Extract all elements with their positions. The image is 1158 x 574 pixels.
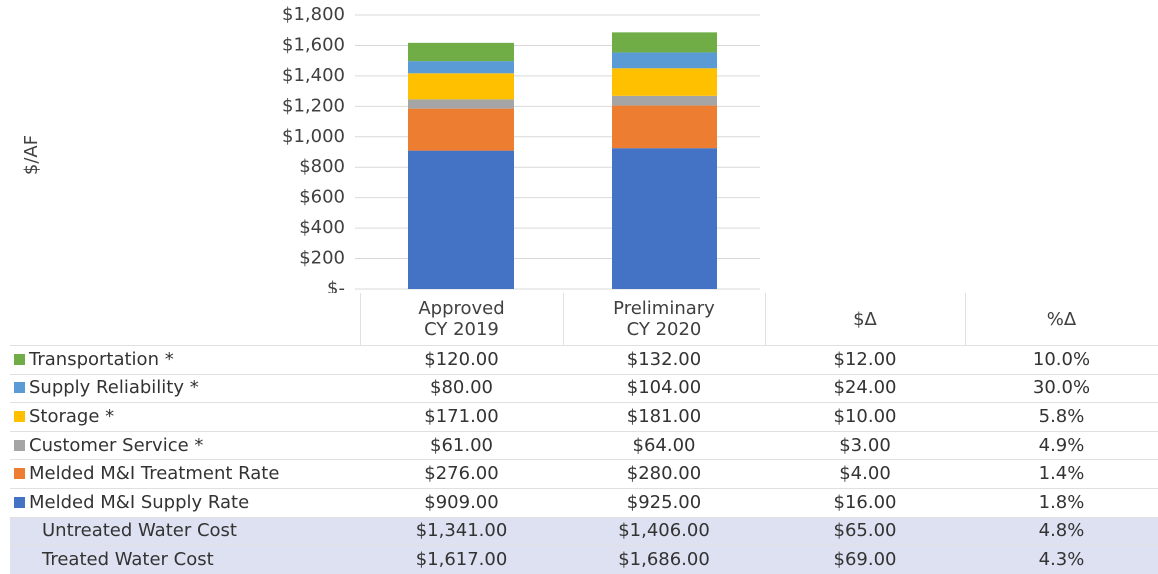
column-divider xyxy=(965,293,966,345)
row-label: Treated Water Cost xyxy=(10,545,360,574)
total-row-background xyxy=(10,516,1158,546)
y-tick-label: $1,000 xyxy=(282,126,345,147)
row-label: Melded M&I Supply Rate xyxy=(10,488,360,517)
legend-swatch xyxy=(14,410,25,422)
row-label-text: Supply Reliability * xyxy=(29,377,199,399)
value-cell: $925.00 xyxy=(626,491,702,513)
change-cell: $10.00 xyxy=(833,405,897,427)
row-divider xyxy=(10,545,1158,547)
value-cell: $1,617.00 xyxy=(415,548,508,570)
row-divider xyxy=(10,459,1158,461)
change-cell: $69.00 xyxy=(833,548,897,570)
column-divider xyxy=(563,293,564,345)
bar-segment xyxy=(408,42,514,62)
change-cell: $24.00 xyxy=(833,377,897,399)
bar-segment xyxy=(408,108,514,151)
bar-segment xyxy=(612,95,717,106)
y-tick-label: $1,800 xyxy=(282,4,345,25)
chart: $/AF $- $200 $400 $600 $800 $1,000 $1,200 $1,40… xyxy=(21,4,760,293)
legend-swatch xyxy=(14,382,25,394)
row-label-text: Transportation * xyxy=(29,348,174,370)
bar-segment xyxy=(612,32,717,53)
row-divider xyxy=(10,402,1158,404)
legend-swatch xyxy=(14,353,25,365)
value-cell: $80.00 xyxy=(430,377,493,399)
y-tick-label: $1,400 xyxy=(282,65,345,86)
bar-segment xyxy=(612,52,717,69)
value-cell: $276.00 xyxy=(424,463,499,485)
y-axis-label: $/AF xyxy=(21,135,42,175)
change-cell: $3.00 xyxy=(839,434,891,456)
bar-segment xyxy=(408,99,514,109)
value-cell: $132.00 xyxy=(626,348,702,370)
change-pct-cell: 30.0% xyxy=(1032,377,1091,399)
column-header: Approved CY 2019 xyxy=(418,298,505,340)
change-pct-cell: 1.4% xyxy=(1038,463,1085,485)
value-cell: $120.00 xyxy=(424,348,499,370)
change-cell: $65.00 xyxy=(833,520,897,542)
row-label-text: Untreated Water Cost xyxy=(42,520,237,542)
change-pct-cell: 5.8% xyxy=(1038,405,1085,427)
row-divider xyxy=(10,345,1158,346)
row-label: Untreated Water Cost xyxy=(10,517,360,546)
row-label: Storage * xyxy=(10,402,360,431)
value-cell: $909.00 xyxy=(424,491,499,513)
value-cell: $171.00 xyxy=(424,405,499,427)
row-divider xyxy=(10,488,1158,489)
row-label-text: Melded M&I Supply Rate xyxy=(29,491,250,513)
row-label: Transportation * xyxy=(10,345,360,374)
row-divider xyxy=(10,373,1158,375)
value-cell: $1,341.00 xyxy=(415,520,508,542)
y-tick-label: $1,200 xyxy=(282,95,345,116)
column-divider xyxy=(765,293,766,345)
column-header: Preliminary CY 2020 xyxy=(613,298,715,340)
change-cell: $12.00 xyxy=(833,348,897,370)
row-label-text: Melded M&I Treatment Rate xyxy=(29,463,280,485)
row-divider xyxy=(10,430,1158,432)
bar-segment xyxy=(408,150,514,289)
change-pct-cell: 10.0% xyxy=(1032,348,1091,370)
y-tick-label: $200 xyxy=(299,248,345,269)
bar-segment xyxy=(408,61,514,74)
y-tick-label: $- xyxy=(327,278,345,293)
row-label-text: Storage * xyxy=(29,405,115,427)
bar-segment xyxy=(612,68,717,96)
value-cell: $1,686.00 xyxy=(618,548,710,570)
legend-swatch xyxy=(14,468,25,480)
row-label: Melded M&I Treatment Rate xyxy=(10,459,360,488)
value-cell: $64.00 xyxy=(632,434,696,456)
row-label-text: Customer Service * xyxy=(29,434,204,456)
value-cell: $104.00 xyxy=(626,377,702,399)
bar-segment xyxy=(612,105,717,149)
row-label: Customer Service * xyxy=(10,431,360,460)
legend-swatch xyxy=(14,496,25,508)
data-table: Approved CY 2019 Preliminary CY 2020 $Δ %Δ T… xyxy=(0,293,1158,574)
change-pct-cell: 4.3% xyxy=(1038,548,1085,570)
change-pct-cell: 1.8% xyxy=(1038,491,1085,513)
y-tick-label: $400 xyxy=(299,217,345,238)
change-cell: $16.00 xyxy=(833,491,897,513)
legend-swatch xyxy=(14,439,25,451)
row-label-text: Treated Water Cost xyxy=(42,548,214,570)
row-label: Supply Reliability * xyxy=(10,374,360,403)
column-divider xyxy=(360,293,361,345)
change-pct-cell: 4.9% xyxy=(1038,434,1085,456)
column-header: $Δ xyxy=(853,308,877,330)
value-cell: $181.00 xyxy=(626,405,702,427)
value-cell: $280.00 xyxy=(626,463,702,485)
change-pct-cell: 4.8% xyxy=(1038,520,1085,542)
bar-segment xyxy=(612,148,717,289)
total-row-background xyxy=(10,545,1158,574)
y-tick-label: $1,600 xyxy=(282,34,345,55)
value-cell: $61.00 xyxy=(430,434,493,456)
row-divider xyxy=(10,516,1158,518)
column-header: %Δ xyxy=(1046,308,1077,330)
y-tick-label: $600 xyxy=(299,187,345,208)
value-cell: $1,406.00 xyxy=(618,520,710,542)
bar-segment xyxy=(408,73,514,100)
change-cell: $4.00 xyxy=(839,463,891,485)
y-tick-label: $800 xyxy=(299,156,345,177)
